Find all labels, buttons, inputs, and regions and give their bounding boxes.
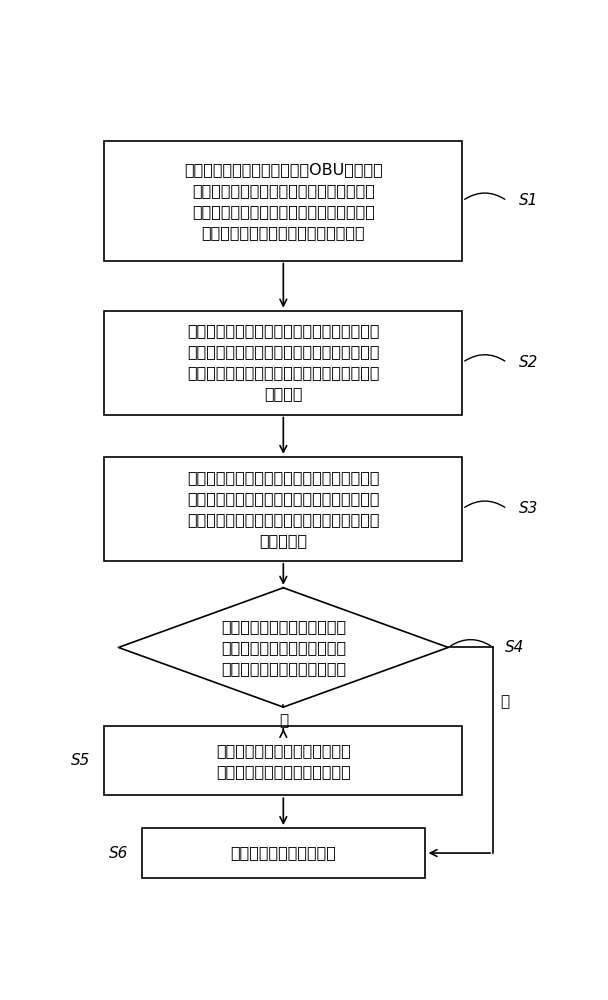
Text: 工控机则通过控制对应的自助发
卡机的指示设备提示其等待放行: 工控机则通过控制对应的自助发 卡机的指示设备提示其等待放行 <box>216 743 351 779</box>
Text: S5: S5 <box>71 753 91 768</box>
Text: 是: 是 <box>278 713 288 728</box>
FancyArrowPatch shape <box>465 193 505 199</box>
Text: 车辆根据引导信息进入推荐的自助发卡机对应
的车道区域，在车辆行驶的过程中，根据车辆
位置变化、车辆长度等信息，更新相应的自助
发卡机状态: 车辆根据引导信息进入推荐的自助发卡机对应 的车道区域，在车辆行驶的过程中，根据车… <box>187 470 379 548</box>
Text: 否: 否 <box>500 694 510 709</box>
Bar <box>105 311 462 415</box>
FancyArrowPatch shape <box>465 355 505 361</box>
FancyArrowPatch shape <box>451 640 491 646</box>
Bar <box>105 726 462 795</box>
Text: S4: S4 <box>505 640 524 655</box>
Text: S1: S1 <box>519 193 538 208</box>
Text: 根据自助发卡机选用规则，工控机将引导信息
传送给引导信息牌并进行显示，该引导信息包
括车辆的车牌信息以及推荐其使用的自助发卡
机的编号: 根据自助发卡机选用规则，工控机将引导信息 传送给引导信息牌并进行显示，该引导信息… <box>187 324 379 402</box>
Bar <box>142 828 424 878</box>
Bar <box>105 457 462 561</box>
Text: S2: S2 <box>519 355 538 370</box>
Polygon shape <box>119 588 448 707</box>
Text: S3: S3 <box>519 501 538 516</box>
Text: 工控机根据车道列队逻辑以及
自助发卡机传输的交易信息，
判断该车辆是否为已交易车辆: 工控机根据车道列队逻辑以及 自助发卡机传输的交易信息， 判断该车辆是否为已交易车… <box>221 619 346 676</box>
Bar <box>105 141 462 261</box>
Text: S6: S6 <box>109 846 128 861</box>
FancyArrowPatch shape <box>465 501 505 507</box>
Text: 刷卡或取卡后，等待放行: 刷卡或取卡后，等待放行 <box>230 846 336 861</box>
Text: 当车辆到达触发地感时，激活OBU识别器，
摄像机抓拍车辆并将车辆信息传送给工控机
，车牌识别设备通过工控机中的车辆信息获
取车辆的车牌信息并将其传送给工控机: 当车辆到达触发地感时，激活OBU识别器， 摄像机抓拍车辆并将车辆信息传送给工控机… <box>184 162 382 240</box>
